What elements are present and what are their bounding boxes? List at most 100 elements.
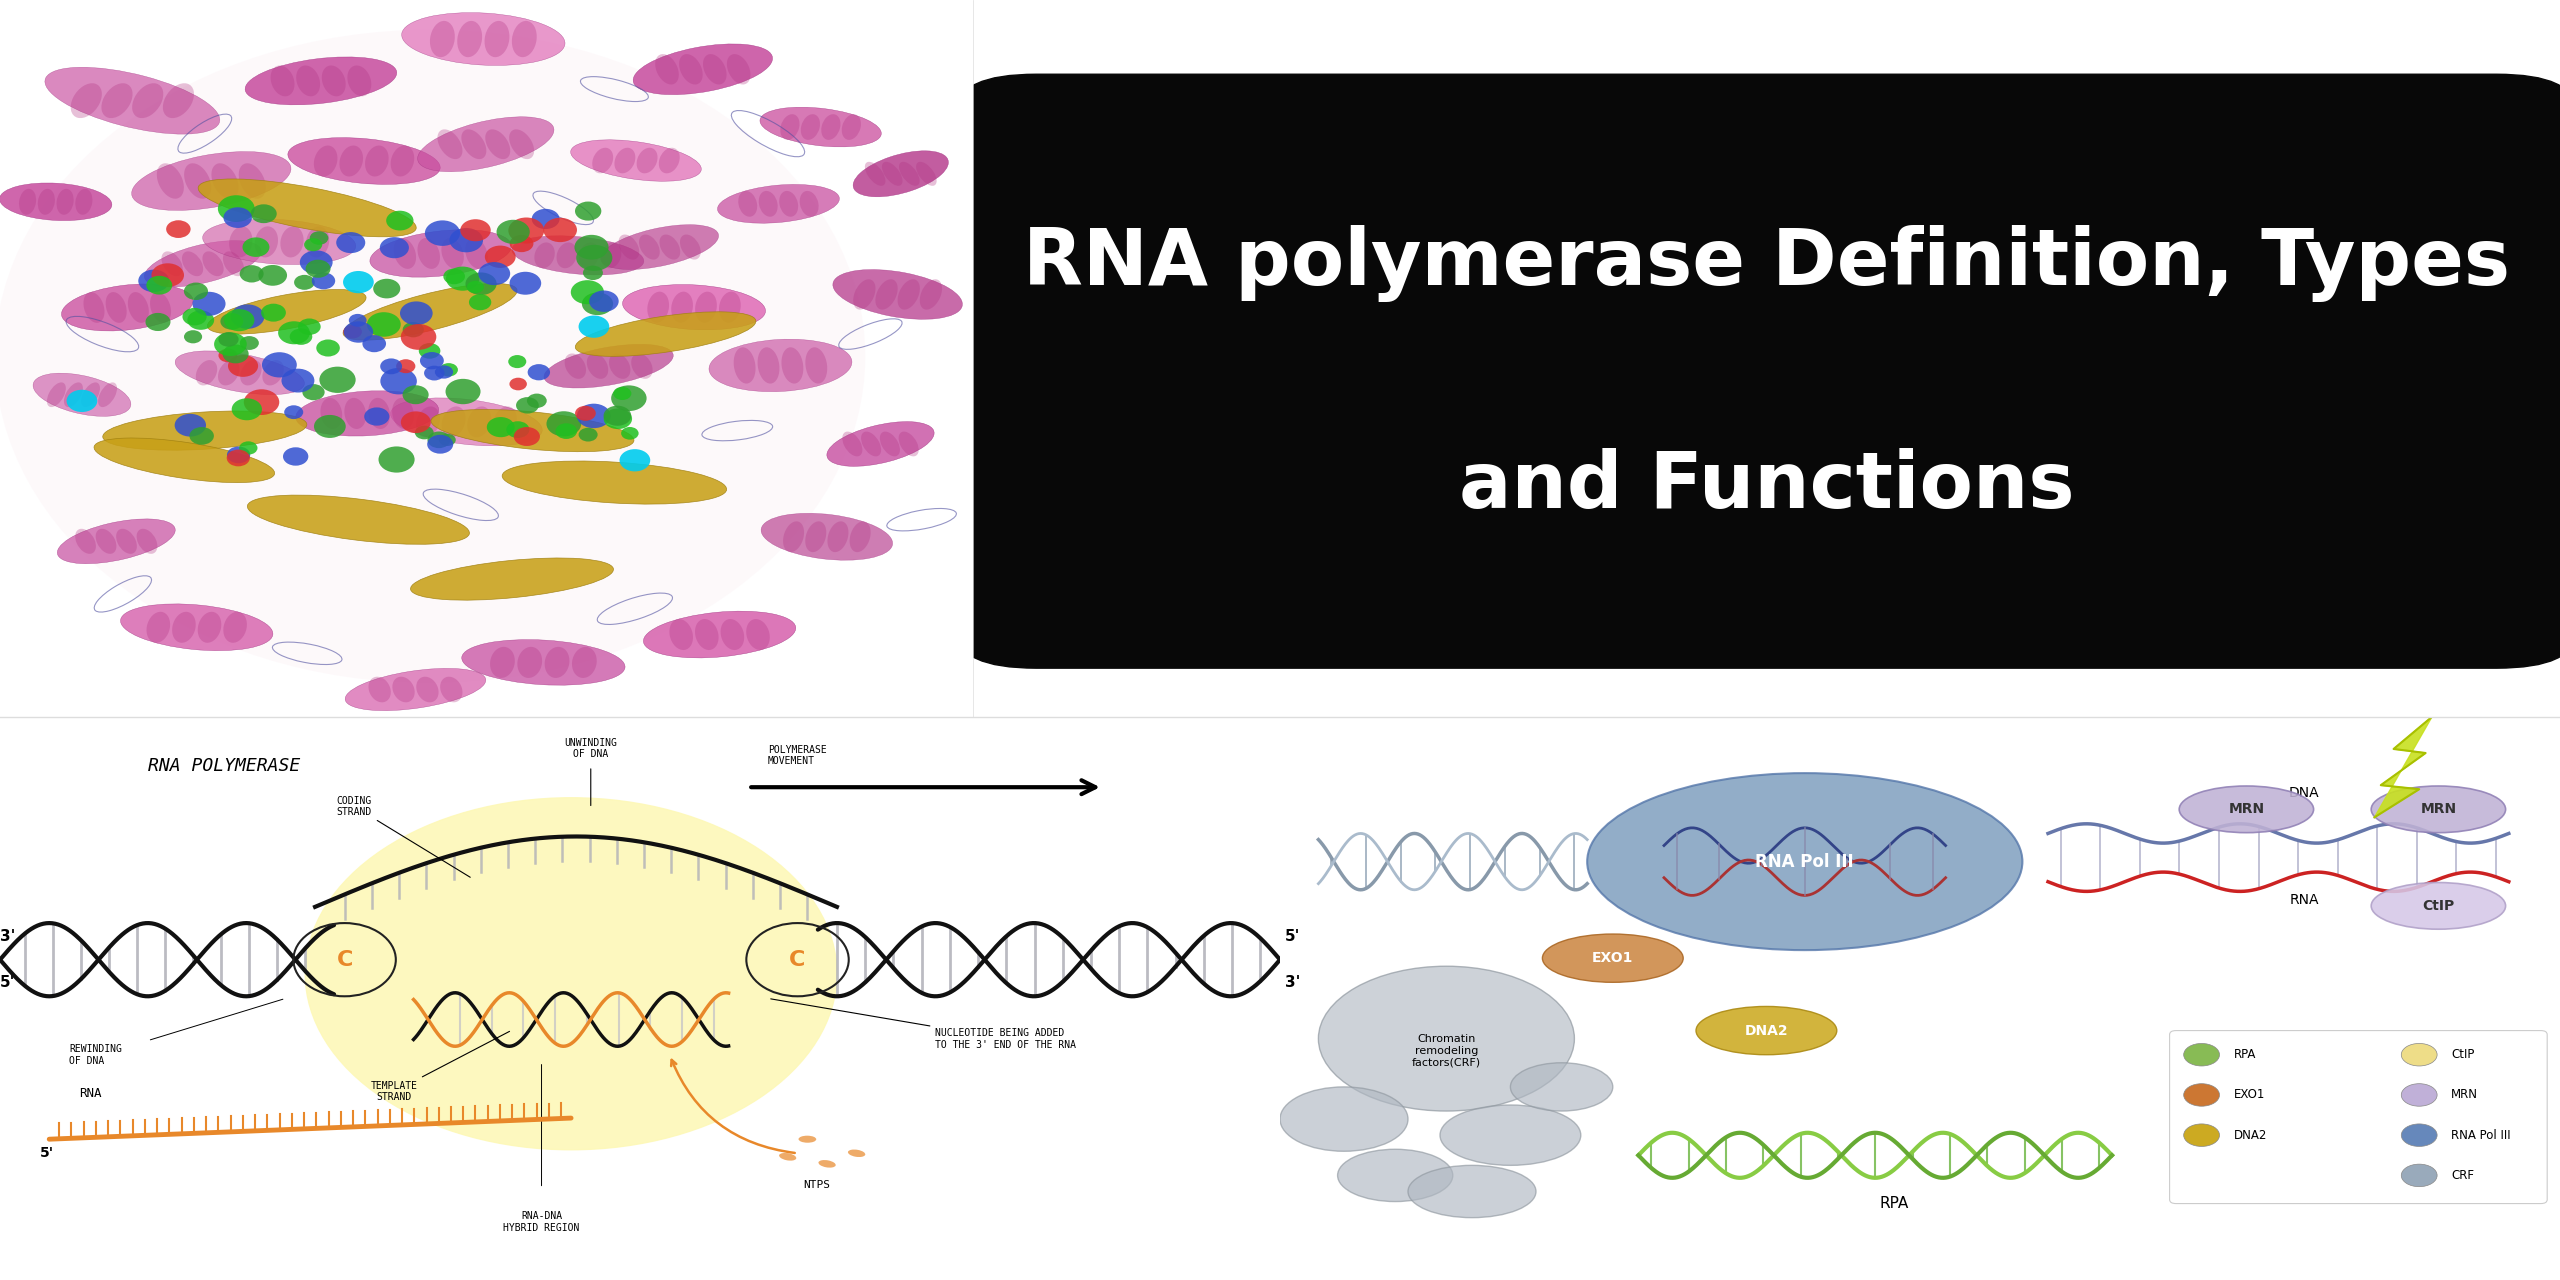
Ellipse shape bbox=[735, 347, 755, 384]
Circle shape bbox=[461, 219, 492, 242]
Circle shape bbox=[138, 270, 169, 292]
Circle shape bbox=[509, 236, 532, 252]
Text: DNA: DNA bbox=[2289, 786, 2319, 800]
Circle shape bbox=[468, 294, 492, 310]
Ellipse shape bbox=[602, 242, 622, 269]
Text: CtIP: CtIP bbox=[2422, 899, 2455, 913]
Circle shape bbox=[420, 352, 443, 370]
Ellipse shape bbox=[461, 640, 625, 685]
Ellipse shape bbox=[806, 347, 827, 384]
Circle shape bbox=[2401, 1043, 2437, 1066]
Circle shape bbox=[581, 293, 612, 315]
Ellipse shape bbox=[174, 351, 305, 394]
Ellipse shape bbox=[2371, 786, 2506, 833]
Circle shape bbox=[312, 273, 335, 289]
Circle shape bbox=[300, 251, 333, 274]
Ellipse shape bbox=[860, 431, 881, 457]
Ellipse shape bbox=[0, 183, 113, 220]
Ellipse shape bbox=[430, 410, 635, 452]
Ellipse shape bbox=[46, 68, 220, 134]
Ellipse shape bbox=[102, 83, 133, 118]
Ellipse shape bbox=[758, 191, 778, 216]
Ellipse shape bbox=[438, 129, 463, 159]
Ellipse shape bbox=[535, 242, 556, 269]
Circle shape bbox=[509, 271, 540, 294]
Ellipse shape bbox=[105, 292, 125, 323]
Ellipse shape bbox=[184, 164, 210, 198]
Circle shape bbox=[425, 366, 445, 380]
Ellipse shape bbox=[392, 398, 543, 445]
Ellipse shape bbox=[484, 20, 509, 58]
Circle shape bbox=[415, 426, 433, 439]
Circle shape bbox=[486, 417, 515, 438]
Ellipse shape bbox=[916, 161, 937, 186]
Text: REWINDING
OF DNA: REWINDING OF DNA bbox=[69, 1044, 123, 1065]
Ellipse shape bbox=[2179, 786, 2314, 833]
Ellipse shape bbox=[671, 292, 694, 323]
Ellipse shape bbox=[346, 668, 486, 710]
Circle shape bbox=[146, 275, 172, 294]
Ellipse shape bbox=[340, 146, 364, 177]
Ellipse shape bbox=[502, 461, 727, 504]
Circle shape bbox=[220, 314, 243, 330]
Ellipse shape bbox=[131, 151, 292, 210]
Circle shape bbox=[294, 275, 315, 289]
Ellipse shape bbox=[297, 390, 438, 436]
Ellipse shape bbox=[758, 347, 778, 384]
Ellipse shape bbox=[1697, 1006, 1838, 1055]
Ellipse shape bbox=[212, 164, 238, 198]
Circle shape bbox=[187, 310, 215, 330]
Ellipse shape bbox=[307, 227, 330, 257]
Circle shape bbox=[527, 364, 550, 380]
Circle shape bbox=[402, 324, 435, 349]
Circle shape bbox=[259, 265, 287, 285]
Ellipse shape bbox=[637, 147, 658, 173]
Circle shape bbox=[614, 387, 632, 401]
Text: EXO1: EXO1 bbox=[2232, 1088, 2266, 1102]
Ellipse shape bbox=[182, 251, 202, 276]
Text: UNWINDING
OF DNA: UNWINDING OF DNA bbox=[563, 737, 617, 759]
Ellipse shape bbox=[417, 677, 438, 703]
Text: RNA POLYMERASE: RNA POLYMERASE bbox=[148, 756, 300, 776]
Circle shape bbox=[302, 384, 325, 401]
Circle shape bbox=[241, 265, 264, 283]
Circle shape bbox=[440, 364, 458, 376]
Ellipse shape bbox=[202, 251, 223, 276]
Circle shape bbox=[297, 319, 320, 335]
Ellipse shape bbox=[1510, 1062, 1613, 1111]
Circle shape bbox=[576, 406, 596, 421]
Circle shape bbox=[251, 205, 276, 223]
Text: MRN: MRN bbox=[2227, 803, 2266, 817]
Ellipse shape bbox=[369, 229, 512, 278]
Ellipse shape bbox=[230, 227, 253, 257]
Ellipse shape bbox=[46, 383, 67, 407]
Circle shape bbox=[320, 366, 356, 393]
Circle shape bbox=[517, 397, 538, 413]
Ellipse shape bbox=[660, 234, 681, 260]
Circle shape bbox=[445, 266, 479, 291]
Ellipse shape bbox=[658, 147, 681, 173]
Ellipse shape bbox=[842, 431, 863, 457]
Text: POLYMERASE
MOVEMENT: POLYMERASE MOVEMENT bbox=[768, 745, 827, 767]
Ellipse shape bbox=[392, 677, 415, 703]
Circle shape bbox=[451, 228, 484, 252]
Ellipse shape bbox=[2371, 882, 2506, 929]
Circle shape bbox=[479, 262, 509, 285]
Ellipse shape bbox=[84, 292, 105, 323]
Text: CODING
STRAND: CODING STRAND bbox=[338, 796, 471, 877]
Circle shape bbox=[189, 428, 215, 444]
Ellipse shape bbox=[579, 242, 599, 269]
Circle shape bbox=[497, 220, 530, 244]
Circle shape bbox=[223, 308, 253, 332]
Ellipse shape bbox=[241, 360, 261, 385]
Circle shape bbox=[310, 232, 328, 244]
FancyBboxPatch shape bbox=[2171, 1030, 2547, 1203]
Text: Chromatin
remodeling
factors(CRF): Chromatin remodeling factors(CRF) bbox=[1411, 1034, 1482, 1068]
Ellipse shape bbox=[655, 54, 678, 84]
Ellipse shape bbox=[346, 398, 366, 429]
Ellipse shape bbox=[899, 431, 919, 457]
Ellipse shape bbox=[261, 360, 284, 385]
Circle shape bbox=[589, 291, 620, 312]
Circle shape bbox=[305, 238, 323, 251]
Circle shape bbox=[228, 449, 251, 466]
